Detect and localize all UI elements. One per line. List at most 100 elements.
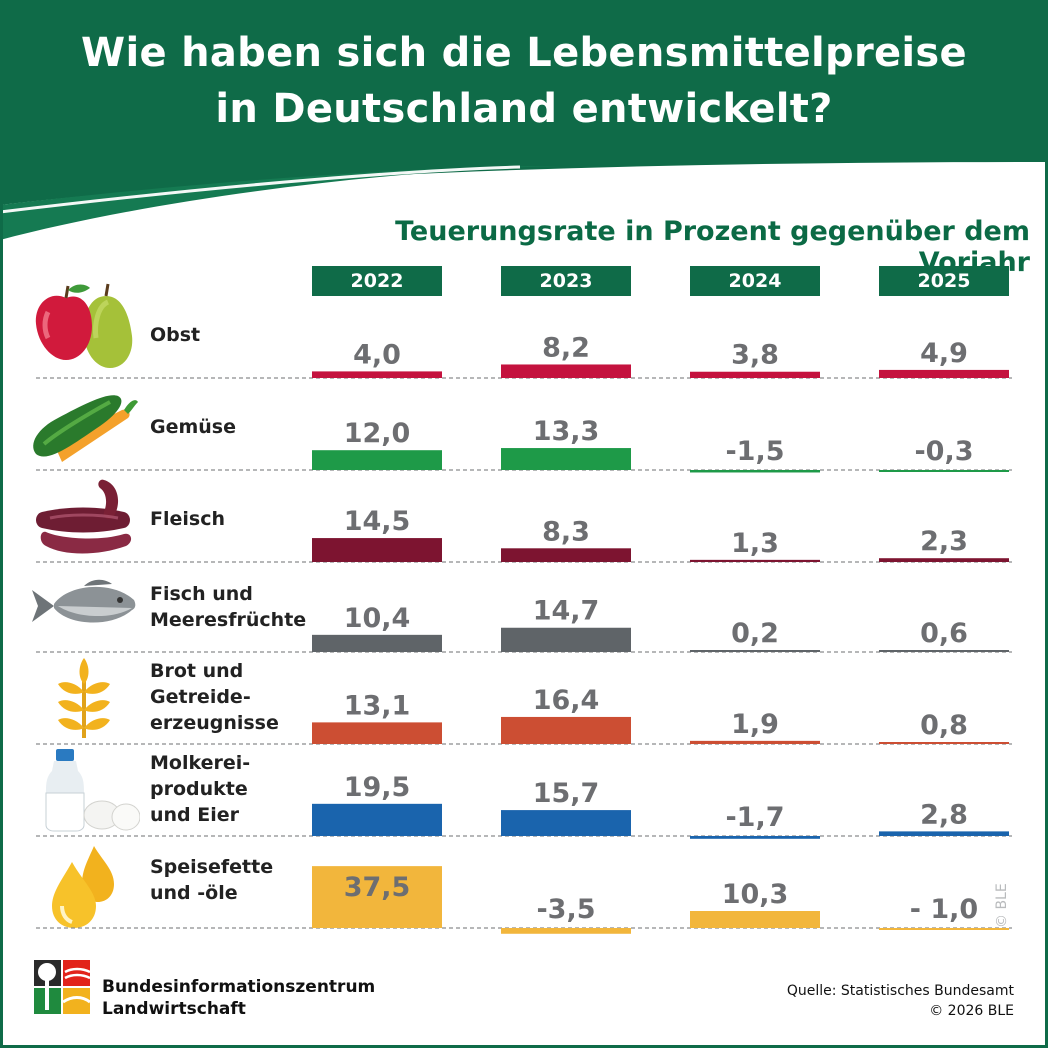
org-name-line-1: Bundesinformationszentrum bbox=[102, 977, 376, 997]
value-label: 19,5 bbox=[344, 772, 411, 803]
category-label-line: und Eier bbox=[150, 804, 240, 826]
org-name-line-2: Landwirtschaft bbox=[102, 999, 246, 1019]
bar-obst-2024 bbox=[690, 371, 820, 378]
value-label: 0,8 bbox=[920, 710, 968, 741]
year-header-2024: 2024 bbox=[690, 266, 820, 296]
bar-fisch-2024 bbox=[690, 650, 820, 652]
bar-fette-2022 bbox=[312, 866, 442, 928]
wheat-icon bbox=[58, 658, 110, 738]
bar-gemuese-2024 bbox=[690, 470, 820, 473]
category-label-line: Molkerei- bbox=[150, 752, 251, 774]
bar-molkerei-2024 bbox=[690, 836, 820, 839]
bar-fisch-2025 bbox=[879, 650, 1009, 652]
category-label-fleisch: Fleisch bbox=[150, 506, 320, 532]
value-label: -0,3 bbox=[914, 436, 973, 467]
value-label: 8,2 bbox=[542, 332, 590, 363]
value-label: 10,4 bbox=[344, 603, 411, 634]
watermark: © BLE bbox=[986, 872, 1016, 932]
value-label: 16,4 bbox=[533, 685, 600, 716]
value-label: 14,5 bbox=[344, 506, 411, 537]
milk-eggs-icon bbox=[45, 749, 140, 832]
sausage-icon bbox=[36, 479, 132, 554]
value-label: 8,3 bbox=[542, 516, 590, 547]
bar-fleisch-2025 bbox=[879, 558, 1009, 562]
category-label-line: und -öle bbox=[150, 882, 238, 904]
value-label: -3,5 bbox=[536, 894, 595, 925]
year-header-2022: 2022 bbox=[312, 266, 442, 296]
bar-obst-2025 bbox=[879, 369, 1009, 378]
bar-brot-2024 bbox=[690, 740, 820, 744]
value-label: 13,3 bbox=[533, 416, 600, 447]
watermark-text: © BLE bbox=[994, 883, 1010, 928]
source-note: Quelle: Statistisches Bundesamt © 2026 B… bbox=[787, 981, 1014, 1021]
value-label: 3,8 bbox=[731, 340, 779, 371]
bar-fleisch-2022 bbox=[312, 538, 442, 562]
value-label: 0,6 bbox=[920, 618, 968, 649]
org-name: Bundesinformationszentrum Landwirtschaft bbox=[102, 976, 375, 1020]
bar-molkerei-2023 bbox=[501, 810, 631, 836]
source-text: Quelle: Statistisches Bundesamt bbox=[786, 983, 1014, 999]
category-label-obst: Obst bbox=[150, 322, 320, 348]
category-label-line: produkte bbox=[150, 778, 248, 800]
year-header-2023: 2023 bbox=[501, 266, 631, 296]
bar-fleisch-2023 bbox=[501, 548, 631, 562]
category-label-line: Brot und bbox=[150, 660, 244, 682]
value-label: -1,5 bbox=[725, 436, 784, 467]
chart-subtitle: Teuerungsrate in Prozent gegenüber dem V… bbox=[395, 216, 1030, 278]
bar-brot-2023 bbox=[501, 716, 631, 744]
title-line-1: Wie haben sich die Lebensmittelpreise bbox=[81, 30, 967, 76]
value-label: 12,0 bbox=[344, 418, 411, 449]
value-label: 2,8 bbox=[920, 799, 968, 830]
bar-obst-2023 bbox=[501, 364, 631, 378]
bzl-logo-icon bbox=[32, 958, 92, 1016]
category-label-brot: Brot und Getreide- erzeugnisse bbox=[150, 658, 320, 736]
bar-brot-2022 bbox=[312, 722, 442, 744]
bar-fette-2024 bbox=[690, 911, 820, 928]
copyright-text: © 2026 BLE bbox=[929, 1003, 1014, 1019]
bar-fisch-2022 bbox=[312, 634, 442, 652]
category-label-line: Obst bbox=[150, 324, 201, 346]
value-label: 10,3 bbox=[722, 879, 789, 910]
value-label: 1,9 bbox=[731, 709, 779, 740]
header-banner bbox=[0, 0, 1048, 240]
category-label-line: Speisefette bbox=[150, 856, 274, 878]
oil-drops-icon bbox=[52, 846, 114, 928]
value-label: 2,3 bbox=[920, 526, 968, 557]
value-label: 37,5 bbox=[344, 872, 411, 903]
title-line-2: in Deutschland entwickelt? bbox=[215, 86, 833, 132]
bar-fette-2023 bbox=[501, 928, 631, 934]
category-label-fisch: Fisch und Meeresfrüchte bbox=[150, 581, 320, 633]
value-label: 1,3 bbox=[731, 528, 779, 559]
bar-obst-2022 bbox=[312, 371, 442, 378]
category-label-fette: Speisefette und -öle bbox=[150, 854, 320, 906]
category-label-line: Gemüse bbox=[150, 416, 237, 438]
value-label: -1,7 bbox=[725, 802, 784, 833]
value-label: 4,9 bbox=[920, 338, 968, 369]
year-header-2025: 2025 bbox=[879, 266, 1009, 296]
apple-pear-icon bbox=[35, 283, 133, 368]
bar-brot-2025 bbox=[879, 742, 1009, 744]
category-label-line: Meeresfrüchte bbox=[150, 609, 307, 631]
category-label-line: Getreide- bbox=[150, 686, 251, 708]
cucumber-carrot-icon bbox=[33, 395, 138, 462]
bar-gemuese-2023 bbox=[501, 448, 631, 470]
value-label: 14,7 bbox=[533, 596, 600, 627]
value-label: 0,2 bbox=[731, 618, 779, 649]
bar-fleisch-2024 bbox=[690, 559, 820, 562]
category-label-gemuese: Gemüse bbox=[150, 414, 320, 440]
value-label: 15,7 bbox=[533, 778, 600, 809]
bar-molkerei-2025 bbox=[879, 831, 1009, 836]
fish-icon bbox=[32, 579, 136, 623]
bar-gemuese-2025 bbox=[879, 470, 1009, 472]
bar-molkerei-2022 bbox=[312, 803, 442, 836]
category-label-molkerei: Molkerei- produkte und Eier bbox=[150, 750, 320, 828]
value-label: - 1,0 bbox=[910, 894, 978, 925]
value-label: 4,0 bbox=[353, 339, 401, 370]
bar-fisch-2023 bbox=[501, 627, 631, 652]
category-label-line: Fleisch bbox=[150, 508, 225, 530]
category-label-line: Fisch und bbox=[150, 583, 253, 605]
bar-gemuese-2022 bbox=[312, 450, 442, 470]
category-label-line: erzeugnisse bbox=[150, 712, 279, 734]
